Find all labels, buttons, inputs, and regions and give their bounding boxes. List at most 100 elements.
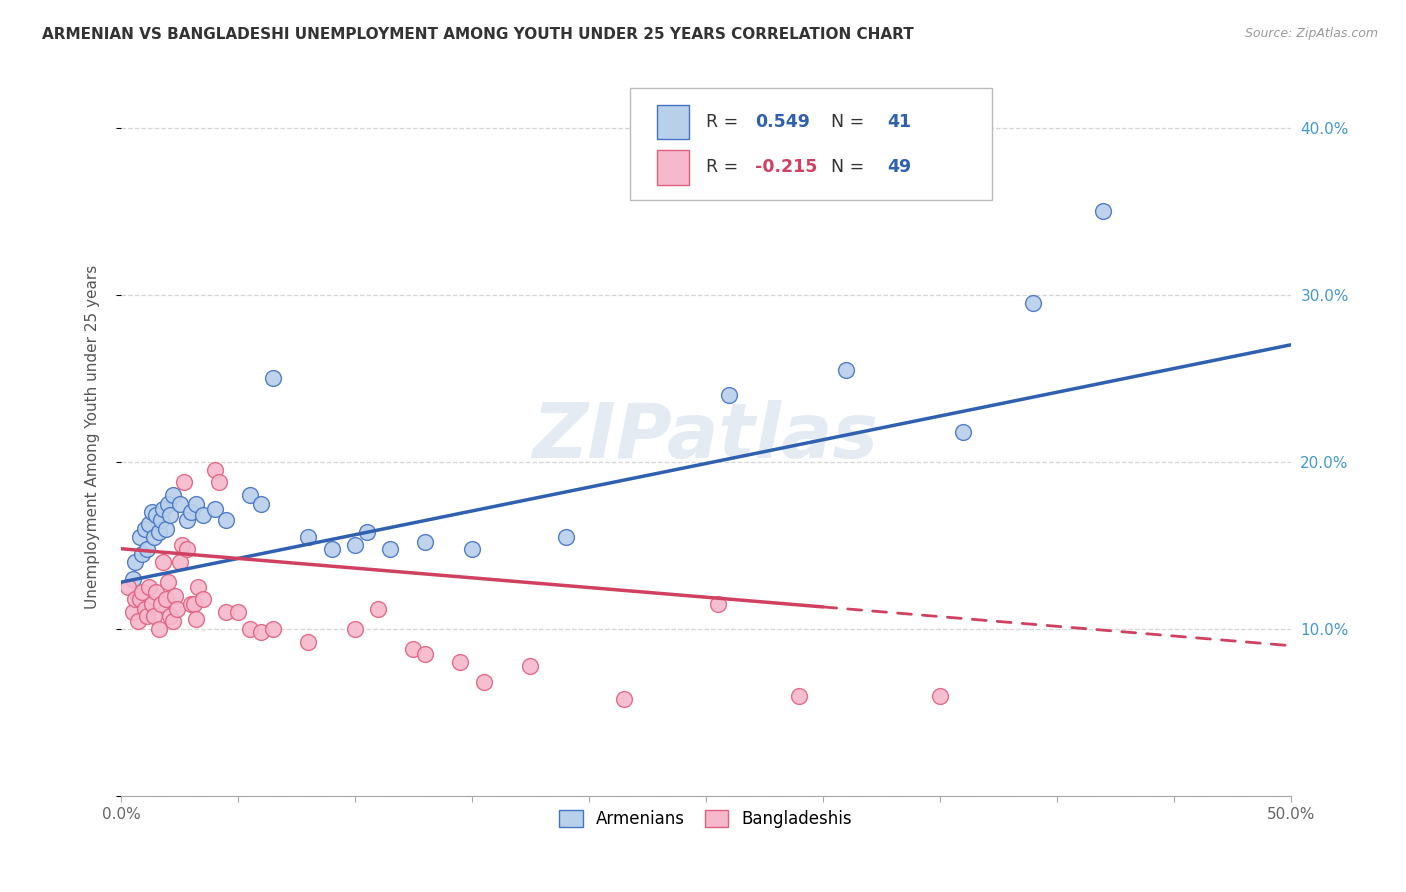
Point — [554, 530, 576, 544]
Point — [149, 513, 172, 527]
Point — [413, 535, 436, 549]
Point — [163, 589, 186, 603]
Point — [127, 614, 149, 628]
Point — [204, 501, 226, 516]
Legend: Armenians, Bangladeshis: Armenians, Bangladeshis — [553, 803, 859, 835]
Text: -0.215: -0.215 — [755, 158, 817, 177]
Point — [184, 497, 207, 511]
Text: 41: 41 — [887, 113, 911, 131]
Point — [142, 608, 165, 623]
Point — [187, 580, 209, 594]
Point — [461, 541, 484, 556]
Point — [145, 585, 167, 599]
Point — [262, 622, 284, 636]
Point — [215, 605, 238, 619]
Point — [250, 625, 273, 640]
Point — [128, 530, 150, 544]
Point — [321, 541, 343, 556]
Point — [138, 580, 160, 594]
Point — [121, 605, 143, 619]
Bar — [657, 150, 689, 185]
Point — [124, 555, 146, 569]
Point — [239, 622, 262, 636]
Point — [127, 589, 149, 603]
Point — [169, 497, 191, 511]
Point — [180, 597, 202, 611]
Point — [1022, 296, 1045, 310]
Point — [519, 658, 541, 673]
Point — [176, 541, 198, 556]
Point — [356, 524, 378, 539]
Point — [148, 622, 170, 636]
Point — [131, 547, 153, 561]
Point — [297, 635, 319, 649]
Point — [183, 597, 205, 611]
Point — [148, 524, 170, 539]
Point — [156, 497, 179, 511]
Point — [226, 605, 249, 619]
Point — [169, 555, 191, 569]
Point — [262, 371, 284, 385]
Point — [166, 602, 188, 616]
Point — [402, 642, 425, 657]
Point — [155, 522, 177, 536]
Point — [152, 555, 174, 569]
Point — [928, 689, 950, 703]
Text: Source: ZipAtlas.com: Source: ZipAtlas.com — [1244, 27, 1378, 40]
Point — [344, 538, 367, 552]
Point — [184, 612, 207, 626]
Point — [135, 541, 157, 556]
Text: R =: R = — [706, 113, 744, 131]
Point — [239, 488, 262, 502]
Point — [155, 591, 177, 606]
Point — [789, 689, 811, 703]
Point — [135, 608, 157, 623]
Point — [134, 602, 156, 616]
Bar — [657, 104, 689, 139]
Point — [121, 572, 143, 586]
Point — [141, 505, 163, 519]
Point — [344, 622, 367, 636]
Point — [413, 647, 436, 661]
Point — [297, 530, 319, 544]
Point — [162, 614, 184, 628]
Point — [124, 591, 146, 606]
Point — [250, 497, 273, 511]
Text: N =: N = — [821, 113, 870, 131]
Point — [378, 541, 401, 556]
Text: ZIPatlas: ZIPatlas — [533, 400, 879, 474]
Point — [159, 508, 181, 523]
Point — [159, 608, 181, 623]
Point — [152, 501, 174, 516]
Point — [149, 597, 172, 611]
Text: N =: N = — [821, 158, 870, 177]
Point — [173, 475, 195, 489]
Point — [204, 463, 226, 477]
Y-axis label: Unemployment Among Youth under 25 years: Unemployment Among Youth under 25 years — [86, 265, 100, 609]
Point — [156, 575, 179, 590]
Point — [162, 488, 184, 502]
Text: 0.549: 0.549 — [755, 113, 810, 131]
Point — [191, 508, 214, 523]
Point — [835, 363, 858, 377]
Text: 49: 49 — [887, 158, 911, 177]
Point — [142, 530, 165, 544]
Point — [128, 591, 150, 606]
Point — [138, 516, 160, 531]
Point — [613, 692, 636, 706]
Point — [141, 597, 163, 611]
Point — [208, 475, 231, 489]
Point — [180, 505, 202, 519]
Point — [134, 522, 156, 536]
Point — [215, 513, 238, 527]
Point — [367, 602, 389, 616]
Point — [706, 597, 728, 611]
Point — [472, 675, 495, 690]
Point — [449, 656, 471, 670]
Point — [176, 513, 198, 527]
FancyBboxPatch shape — [630, 88, 993, 200]
Text: R =: R = — [706, 158, 744, 177]
Point — [1092, 204, 1115, 219]
Point — [191, 591, 214, 606]
Point — [170, 538, 193, 552]
